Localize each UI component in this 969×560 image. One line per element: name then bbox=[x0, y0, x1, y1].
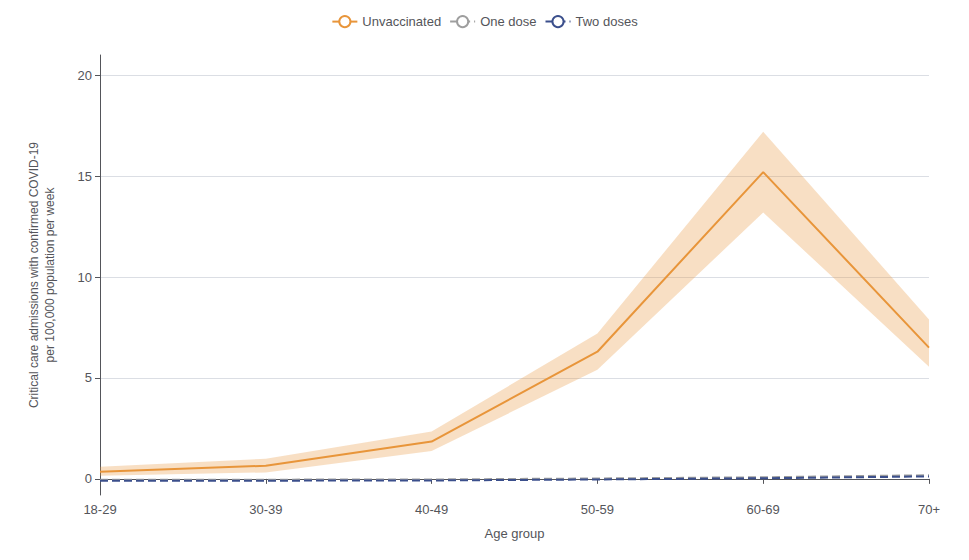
svg-text:20: 20 bbox=[78, 68, 92, 83]
svg-text:Age group: Age group bbox=[485, 526, 545, 541]
svg-text:15: 15 bbox=[78, 169, 92, 184]
svg-text:per 100,000 population per wee: per 100,000 population per week bbox=[43, 187, 57, 363]
svg-text:40-49: 40-49 bbox=[415, 502, 448, 517]
svg-text:One dose: One dose bbox=[480, 14, 536, 29]
svg-text:10: 10 bbox=[78, 270, 92, 285]
svg-text:18-29: 18-29 bbox=[83, 502, 116, 517]
svg-text:50-59: 50-59 bbox=[581, 502, 614, 517]
svg-text:Critical care admissions with: Critical care admissions with confirmed … bbox=[27, 142, 41, 408]
svg-text:Two doses: Two doses bbox=[575, 14, 638, 29]
svg-text:30-39: 30-39 bbox=[249, 502, 282, 517]
svg-text:5: 5 bbox=[85, 370, 92, 385]
svg-text:Unvaccinated: Unvaccinated bbox=[362, 14, 441, 29]
svg-text:70+: 70+ bbox=[918, 502, 940, 517]
svg-text:0: 0 bbox=[85, 471, 92, 486]
svg-text:60-69: 60-69 bbox=[747, 502, 780, 517]
